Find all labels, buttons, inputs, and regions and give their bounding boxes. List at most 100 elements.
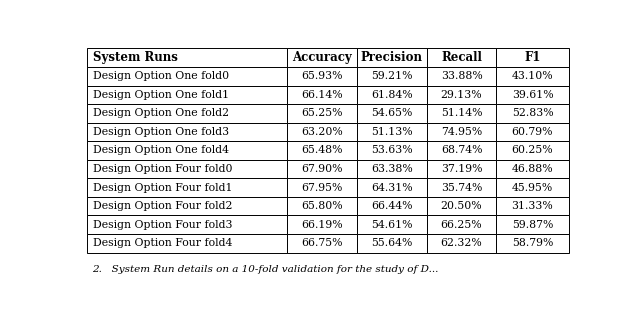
- Bar: [427, 160, 497, 178]
- Text: Design Option One fold2: Design Option One fold2: [93, 108, 230, 118]
- Bar: [497, 123, 568, 141]
- Text: 67.95%: 67.95%: [301, 182, 342, 192]
- Text: 51.14%: 51.14%: [441, 108, 483, 118]
- Bar: [357, 67, 427, 85]
- Text: 29.13%: 29.13%: [441, 90, 483, 100]
- Bar: [497, 49, 568, 67]
- Bar: [88, 160, 287, 178]
- Text: Recall: Recall: [441, 51, 482, 64]
- Bar: [88, 215, 287, 234]
- Text: Design Option Four fold1: Design Option Four fold1: [93, 182, 233, 192]
- Bar: [88, 123, 287, 141]
- Bar: [88, 178, 287, 197]
- Text: 66.44%: 66.44%: [371, 201, 413, 211]
- Bar: [357, 85, 427, 104]
- Text: Design Option One fold3: Design Option One fold3: [93, 127, 230, 137]
- Bar: [88, 85, 287, 104]
- Text: 64.31%: 64.31%: [371, 182, 413, 192]
- Text: 59.87%: 59.87%: [512, 220, 553, 230]
- Bar: [287, 197, 357, 215]
- Bar: [497, 215, 568, 234]
- Text: 63.38%: 63.38%: [371, 164, 413, 174]
- Bar: [287, 123, 357, 141]
- Bar: [357, 197, 427, 215]
- Bar: [427, 178, 497, 197]
- Bar: [497, 234, 568, 253]
- Bar: [357, 49, 427, 67]
- Text: 35.74%: 35.74%: [441, 182, 482, 192]
- Text: 66.14%: 66.14%: [301, 90, 343, 100]
- Text: Design Option One fold1: Design Option One fold1: [93, 90, 230, 100]
- Text: 59.21%: 59.21%: [371, 71, 413, 81]
- Bar: [427, 234, 497, 253]
- Text: Accuracy: Accuracy: [292, 51, 352, 64]
- Text: 58.79%: 58.79%: [512, 238, 553, 248]
- Text: 2.   System Run details on a 10-fold validation for the study of D...: 2. System Run details on a 10-fold valid…: [92, 265, 439, 274]
- Text: 33.88%: 33.88%: [440, 71, 483, 81]
- Text: 61.84%: 61.84%: [371, 90, 413, 100]
- Text: 54.61%: 54.61%: [371, 220, 413, 230]
- Text: 20.50%: 20.50%: [441, 201, 483, 211]
- Text: 51.13%: 51.13%: [371, 127, 413, 137]
- Text: Design Option One fold0: Design Option One fold0: [93, 71, 230, 81]
- Bar: [427, 49, 497, 67]
- Bar: [287, 67, 357, 85]
- Text: Design Option Four fold3: Design Option Four fold3: [93, 220, 233, 230]
- Bar: [287, 215, 357, 234]
- Text: 39.61%: 39.61%: [511, 90, 554, 100]
- Text: 45.95%: 45.95%: [512, 182, 553, 192]
- Text: Design Option One fold4: Design Option One fold4: [93, 146, 229, 156]
- Bar: [88, 67, 287, 85]
- Text: 65.80%: 65.80%: [301, 201, 343, 211]
- Bar: [88, 49, 287, 67]
- Text: 68.74%: 68.74%: [441, 146, 483, 156]
- Bar: [427, 67, 497, 85]
- Bar: [357, 234, 427, 253]
- Bar: [497, 104, 568, 123]
- Bar: [357, 215, 427, 234]
- Bar: [497, 141, 568, 160]
- Text: System Runs: System Runs: [93, 51, 179, 64]
- Text: 37.19%: 37.19%: [441, 164, 483, 174]
- Bar: [357, 104, 427, 123]
- Bar: [357, 123, 427, 141]
- Bar: [287, 141, 357, 160]
- Bar: [88, 141, 287, 160]
- Bar: [497, 197, 568, 215]
- Bar: [497, 85, 568, 104]
- Bar: [427, 197, 497, 215]
- Text: 55.64%: 55.64%: [371, 238, 412, 248]
- Text: 74.95%: 74.95%: [441, 127, 482, 137]
- Bar: [357, 160, 427, 178]
- Text: 62.32%: 62.32%: [440, 238, 483, 248]
- Text: Precision: Precision: [361, 51, 423, 64]
- Text: 65.93%: 65.93%: [301, 71, 343, 81]
- Text: 31.33%: 31.33%: [511, 201, 554, 211]
- Text: 43.10%: 43.10%: [511, 71, 554, 81]
- Text: 60.25%: 60.25%: [511, 146, 554, 156]
- Text: 66.19%: 66.19%: [301, 220, 343, 230]
- Text: 54.65%: 54.65%: [371, 108, 412, 118]
- Bar: [427, 104, 497, 123]
- Bar: [497, 160, 568, 178]
- Text: Design Option Four fold0: Design Option Four fold0: [93, 164, 233, 174]
- Bar: [497, 67, 568, 85]
- Bar: [88, 234, 287, 253]
- Bar: [287, 178, 357, 197]
- Text: 53.63%: 53.63%: [371, 146, 413, 156]
- Bar: [287, 104, 357, 123]
- Bar: [427, 215, 497, 234]
- Text: 65.48%: 65.48%: [301, 146, 343, 156]
- Bar: [497, 178, 568, 197]
- Text: 67.90%: 67.90%: [301, 164, 343, 174]
- Text: Design Option Four fold4: Design Option Four fold4: [93, 238, 233, 248]
- Bar: [357, 141, 427, 160]
- Bar: [287, 49, 357, 67]
- Bar: [357, 178, 427, 197]
- Bar: [427, 141, 497, 160]
- Text: 65.25%: 65.25%: [301, 108, 343, 118]
- Text: 66.25%: 66.25%: [441, 220, 483, 230]
- Bar: [88, 104, 287, 123]
- Bar: [427, 85, 497, 104]
- Bar: [427, 123, 497, 141]
